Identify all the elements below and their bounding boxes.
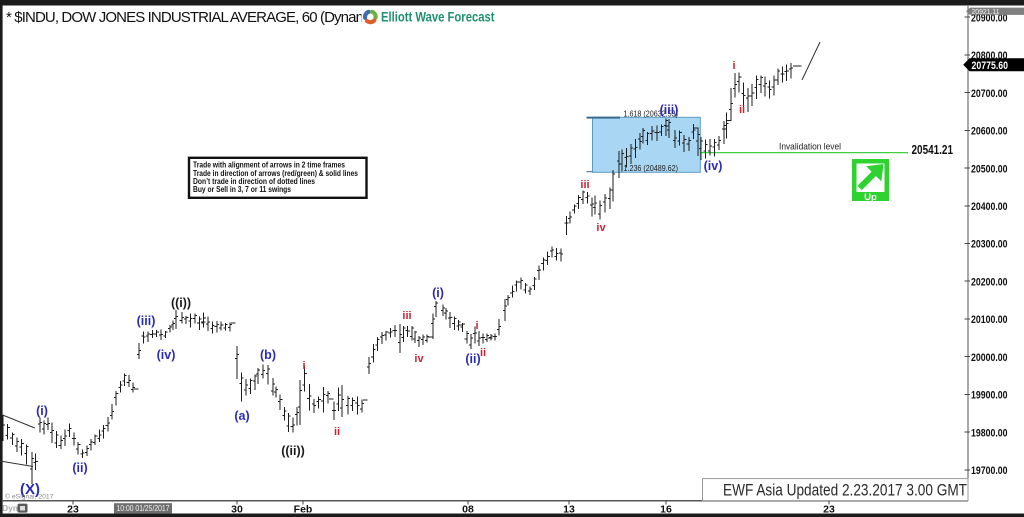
svg-text:10:00 01/25/2017: 10:00 01/25/2017 [117, 504, 170, 513]
svg-text:20000.00: 20000.00 [971, 352, 1008, 364]
svg-text:* $INDU, DOW JONES INDUSTRIAL: * $INDU, DOW JONES INDUSTRIAL AVERAGE, 6… [6, 9, 380, 26]
svg-text:(a): (a) [234, 409, 249, 423]
svg-text:© eSignal, 2017: © eSignal, 2017 [5, 493, 54, 501]
svg-text:20775.60: 20775.60 [972, 60, 1009, 72]
svg-text:i: i [475, 320, 478, 332]
svg-text:Up: Up [864, 192, 877, 203]
svg-text:19700.00: 19700.00 [971, 465, 1008, 477]
svg-text:(iv): (iv) [157, 348, 176, 362]
svg-text:19800.00: 19800.00 [971, 427, 1008, 439]
svg-text:20100.00: 20100.00 [971, 314, 1008, 326]
svg-text:(ii): (ii) [465, 352, 480, 366]
svg-text:(i): (i) [432, 286, 444, 300]
svg-text:(iv): (iv) [704, 159, 723, 173]
svg-text:Don’t trade in direction of do: Don’t trade in direction of dotted lines [193, 177, 316, 186]
svg-text:1.618 (20632.53): 1.618 (20632.53) [624, 109, 679, 119]
svg-text:Dyn: Dyn [2, 503, 18, 513]
svg-text:ii: ii [480, 347, 486, 359]
svg-text:20200.00: 20200.00 [971, 276, 1008, 288]
svg-text:iii: iii [402, 310, 411, 322]
svg-text:23: 23 [823, 504, 835, 516]
svg-text:(iii): (iii) [137, 314, 156, 328]
svg-text:Invalidation level: Invalidation level [779, 141, 841, 152]
svg-text:ii: ii [739, 104, 745, 116]
svg-text:i: i [732, 60, 735, 72]
svg-text:08: 08 [462, 504, 474, 516]
svg-text:Trade in direction of arrows (: Trade in direction of arrows (red/green)… [193, 169, 359, 178]
svg-text:16: 16 [660, 504, 672, 516]
svg-text:13: 13 [563, 504, 575, 516]
svg-text:23: 23 [67, 504, 79, 516]
svg-text:i: i [302, 360, 305, 372]
svg-text:20500.00: 20500.00 [971, 163, 1008, 175]
svg-text:iv: iv [414, 353, 424, 365]
svg-text:Buy or Sell in 3, 7 or 11 swin: Buy or Sell in 3, 7 or 11 swings [193, 185, 292, 194]
svg-text:(iii): (iii) [660, 103, 679, 117]
svg-text:(b): (b) [260, 348, 276, 362]
svg-text:20600.00: 20600.00 [971, 126, 1008, 138]
svg-text:Elliott Wave Forecast: Elliott Wave Forecast [381, 10, 495, 25]
svg-text:20400.00: 20400.00 [971, 201, 1008, 213]
svg-text:((ii)): ((ii)) [281, 444, 305, 458]
svg-text:ii: ii [334, 426, 340, 438]
svg-text:Feb: Feb [294, 504, 313, 516]
svg-text:(X): (X) [20, 481, 40, 498]
svg-text:20921.11: 20921.11 [972, 7, 1000, 16]
svg-text:30: 30 [231, 504, 243, 516]
svg-text:iii: iii [580, 179, 589, 191]
svg-text:20900.00: 20900.00 [971, 12, 1008, 24]
svg-text:(ii): (ii) [72, 461, 87, 475]
svg-text:1.236 (20489.62): 1.236 (20489.62) [624, 163, 679, 173]
svg-text:20700.00: 20700.00 [971, 88, 1008, 100]
svg-text:EWF Asia Updated 2.23.2017 3.0: EWF Asia Updated 2.23.2017 3.00 GMT [723, 482, 967, 500]
svg-text:iv: iv [596, 222, 606, 234]
svg-text:((i)): ((i)) [171, 296, 191, 310]
svg-text:20300.00: 20300.00 [971, 239, 1008, 251]
svg-text:(i): (i) [36, 404, 48, 418]
svg-text:20541.21: 20541.21 [912, 142, 954, 157]
svg-text:Trade with alignment of arrows: Trade with alignment of arrows in 2 time… [193, 161, 346, 170]
svg-text:19900.00: 19900.00 [971, 390, 1008, 402]
